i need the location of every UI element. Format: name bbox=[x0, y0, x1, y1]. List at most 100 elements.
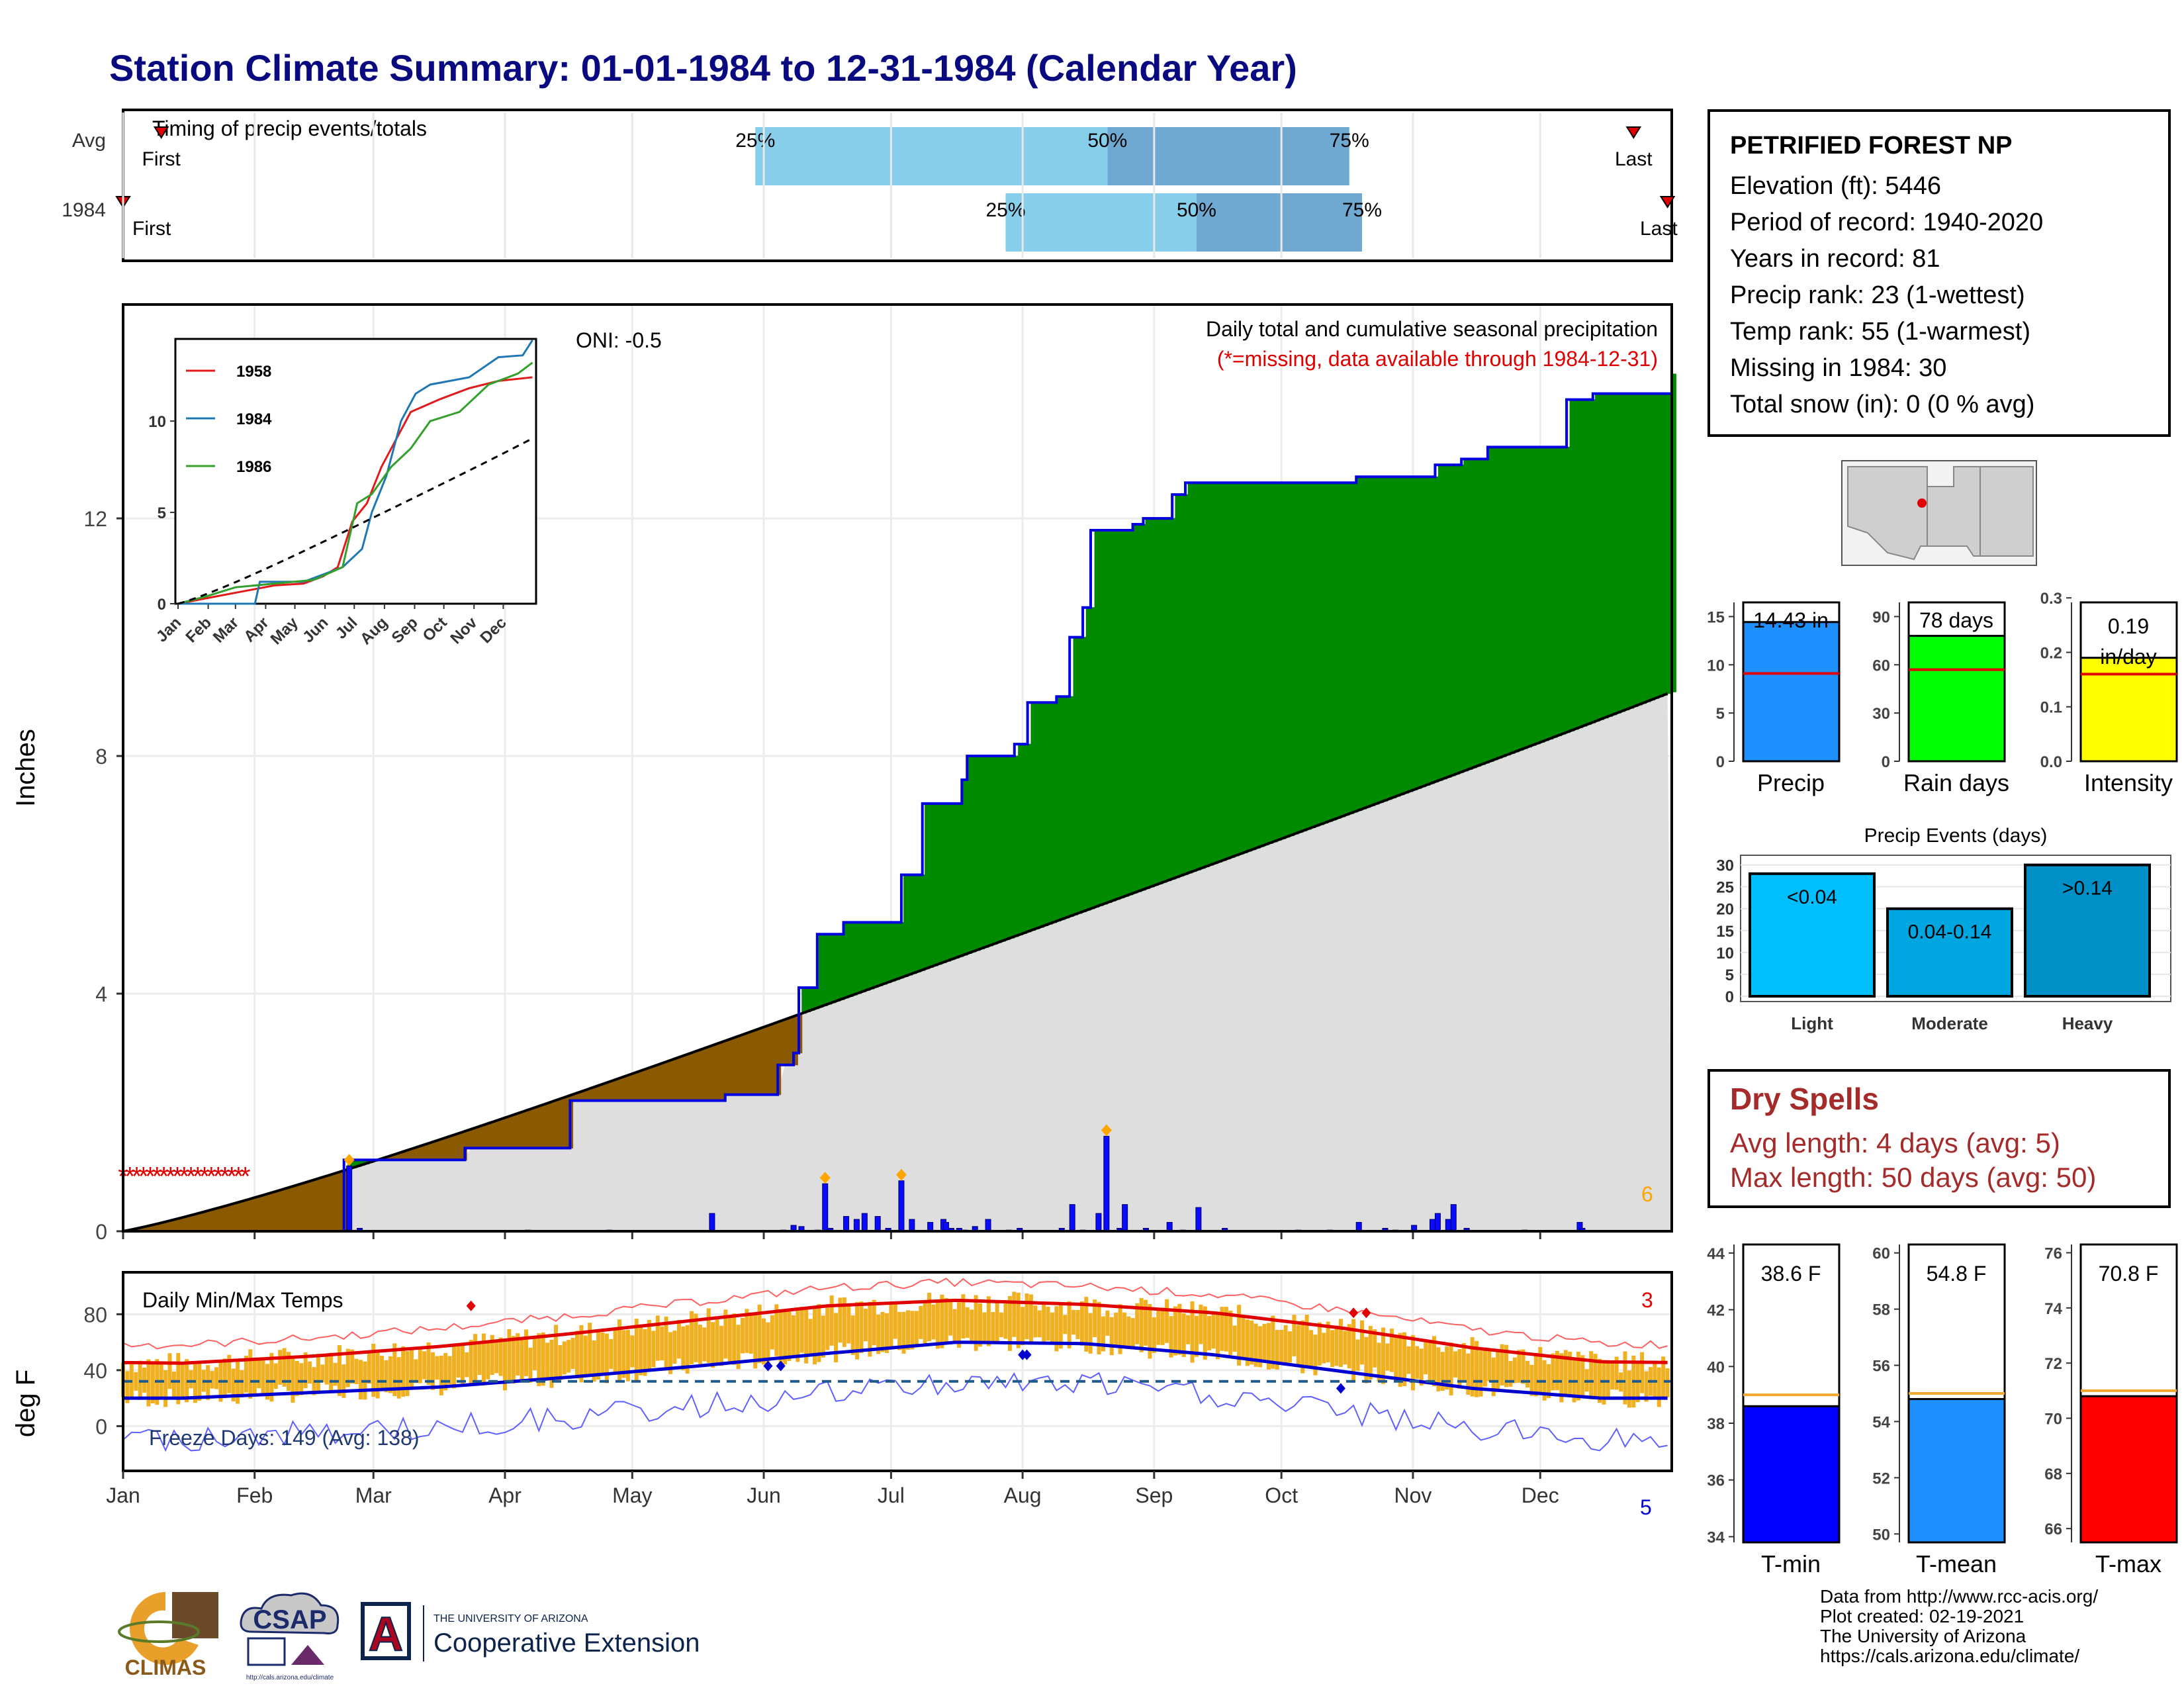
daily-precip-bar bbox=[861, 1213, 868, 1232]
events-category-label: Heavy bbox=[2062, 1013, 2113, 1033]
timing-last-label: Last bbox=[1615, 148, 1653, 170]
summary-bar-label: Intensity bbox=[2084, 769, 2173, 796]
credit-source: Data from http://www.rcc-acis.org/ bbox=[1820, 1586, 2099, 1607]
missing-data-marker: * bbox=[159, 1162, 169, 1191]
month-label: Jul bbox=[878, 1483, 905, 1507]
month-label: Dec bbox=[1522, 1483, 1559, 1507]
timing-q75-label: 75% bbox=[1330, 130, 1369, 152]
inset-month-label: Oct bbox=[420, 614, 451, 645]
inset-month-label: Nov bbox=[447, 614, 481, 648]
record-max-line bbox=[122, 1278, 1668, 1350]
daily-precip-bar bbox=[346, 1165, 353, 1232]
month-label: Nov bbox=[1394, 1483, 1432, 1507]
precip-ytick-label: 8 bbox=[95, 745, 107, 769]
timing-q50-label: 50% bbox=[1087, 130, 1127, 152]
tbar-ytick-label: 44 bbox=[1707, 1245, 1725, 1263]
events-ytick-label: 5 bbox=[1725, 966, 1734, 984]
timing-first-marker bbox=[153, 126, 169, 139]
daily-precip-bar bbox=[985, 1219, 991, 1232]
summary-value-label: 78 days bbox=[1919, 608, 1993, 632]
precip-ylabel: Inches bbox=[11, 729, 40, 807]
timing-last-marker bbox=[1625, 126, 1642, 139]
summary-ytick-label: 0.3 bbox=[2040, 590, 2062, 608]
precip-1984-cumulative-line bbox=[123, 374, 1673, 1233]
tbar-bar bbox=[1907, 1397, 2006, 1544]
month-label: Mar bbox=[355, 1483, 392, 1507]
missing-data-marker: * bbox=[132, 1162, 142, 1191]
month-label: Jan bbox=[106, 1483, 140, 1507]
daily-precip-bar bbox=[1122, 1204, 1128, 1232]
tbar-ytick-label: 68 bbox=[2044, 1466, 2062, 1483]
station-missing: Missing in 1984: 30 bbox=[1730, 354, 1947, 382]
tbar-value-label: 54.8 F bbox=[1927, 1262, 1987, 1286]
missing-data-marker: * bbox=[138, 1162, 149, 1191]
inset-legend-label: 1986 bbox=[236, 458, 271, 476]
tbar-ytick-label: 72 bbox=[2044, 1355, 2062, 1373]
record-low-marker bbox=[1336, 1383, 1345, 1394]
tbar-ytick-label: 66 bbox=[2044, 1521, 2062, 1538]
record-low-marker bbox=[1022, 1349, 1032, 1360]
climas-logo: CLIMAS bbox=[118, 1592, 218, 1679]
tbar-bar bbox=[2079, 1395, 2178, 1544]
inset-legend-label: 1984 bbox=[236, 410, 272, 428]
precip-ytick-label: 0 bbox=[95, 1220, 107, 1244]
missing-data-marker: * bbox=[193, 1162, 203, 1191]
record-low-marker bbox=[763, 1360, 773, 1372]
month-label: Feb bbox=[236, 1483, 273, 1507]
daily-precip-bar bbox=[942, 1222, 949, 1232]
station-precip-rank: Precip rank: 23 (1-wettest) bbox=[1730, 281, 2025, 309]
missing-data-marker: * bbox=[199, 1162, 210, 1191]
extreme-precip-marker bbox=[1101, 1124, 1112, 1137]
missing-data-marker: * bbox=[124, 1162, 135, 1191]
inset-month-label: Sep bbox=[388, 614, 422, 647]
timing-first-label: First bbox=[142, 148, 181, 170]
missing-data-marker: * bbox=[213, 1162, 224, 1191]
precip-ytick-label: 12 bbox=[83, 507, 107, 531]
ua-top-text: THE UNIVERSITY OF ARIZONA bbox=[433, 1613, 588, 1624]
precip-subtitle: (*=missing, data available through 1984-… bbox=[1217, 347, 1658, 371]
daily-precip-bar bbox=[709, 1213, 715, 1232]
extreme-precip-marker bbox=[343, 1154, 355, 1166]
events-ytick-label: 25 bbox=[1716, 879, 1734, 897]
daily-precip-bar bbox=[909, 1219, 915, 1232]
csap-text: CSAP bbox=[253, 1605, 326, 1634]
temp-ytick-label: 80 bbox=[83, 1303, 107, 1327]
tbar-ytick-label: 58 bbox=[1872, 1301, 1890, 1319]
tbar-ytick-label: 56 bbox=[1872, 1358, 1890, 1376]
events-category-label: Light bbox=[1791, 1013, 1833, 1033]
station-period: Period of record: 1940-2020 bbox=[1730, 209, 2044, 236]
timing-bar-50-75 bbox=[1107, 127, 1349, 185]
average-max-temp-line bbox=[122, 1298, 1668, 1365]
timing-last-label: Last bbox=[1640, 218, 1678, 240]
temp-title: Daily Min/Max Temps bbox=[142, 1288, 343, 1312]
missing-data-marker: * bbox=[152, 1162, 162, 1191]
timing-bar-50-75 bbox=[1196, 193, 1362, 252]
daily-precip-bar bbox=[1166, 1222, 1173, 1232]
missing-data-marker: * bbox=[234, 1162, 244, 1191]
inset-month-label: Aug bbox=[357, 614, 391, 648]
dry-spells-title: Dry Spells bbox=[1730, 1082, 1879, 1116]
missing-data-marker: * bbox=[206, 1162, 217, 1191]
month-label: Sep bbox=[1135, 1483, 1173, 1507]
daily-precip-bar bbox=[1355, 1222, 1362, 1232]
csap-logo: CSAP http://cals.arizona.edu/climate bbox=[240, 1592, 340, 1681]
inset-month-label: Jul bbox=[332, 614, 361, 643]
events-bar bbox=[2024, 863, 2151, 998]
temp-summary-bars: 34 36 38 40 42 44 38.6 F T-min 50 52 54 56 58 60 54.8 … bbox=[1707, 1243, 2178, 1577]
missing-data-marker: * bbox=[220, 1162, 230, 1191]
summary-value-label: 14.43 in bbox=[1753, 608, 1829, 632]
events-bar-label: >0.14 bbox=[2062, 878, 2113, 900]
month-label: Aug bbox=[1004, 1483, 1042, 1507]
daily-precip-bar bbox=[1095, 1213, 1102, 1232]
timing-row-label: Avg bbox=[72, 130, 106, 152]
inset-ytick-label: 5 bbox=[158, 504, 166, 522]
daily-precip-bar bbox=[927, 1222, 934, 1232]
inset-month-label: Apr bbox=[240, 614, 272, 645]
inset-month-label: May bbox=[267, 614, 302, 649]
tbar-ytick-label: 40 bbox=[1707, 1358, 1725, 1376]
record-high-marker bbox=[1361, 1307, 1371, 1319]
ua-main-text: Cooperative Extension bbox=[433, 1628, 700, 1658]
record-low-marker bbox=[776, 1360, 786, 1372]
inset-series-line bbox=[178, 340, 533, 605]
